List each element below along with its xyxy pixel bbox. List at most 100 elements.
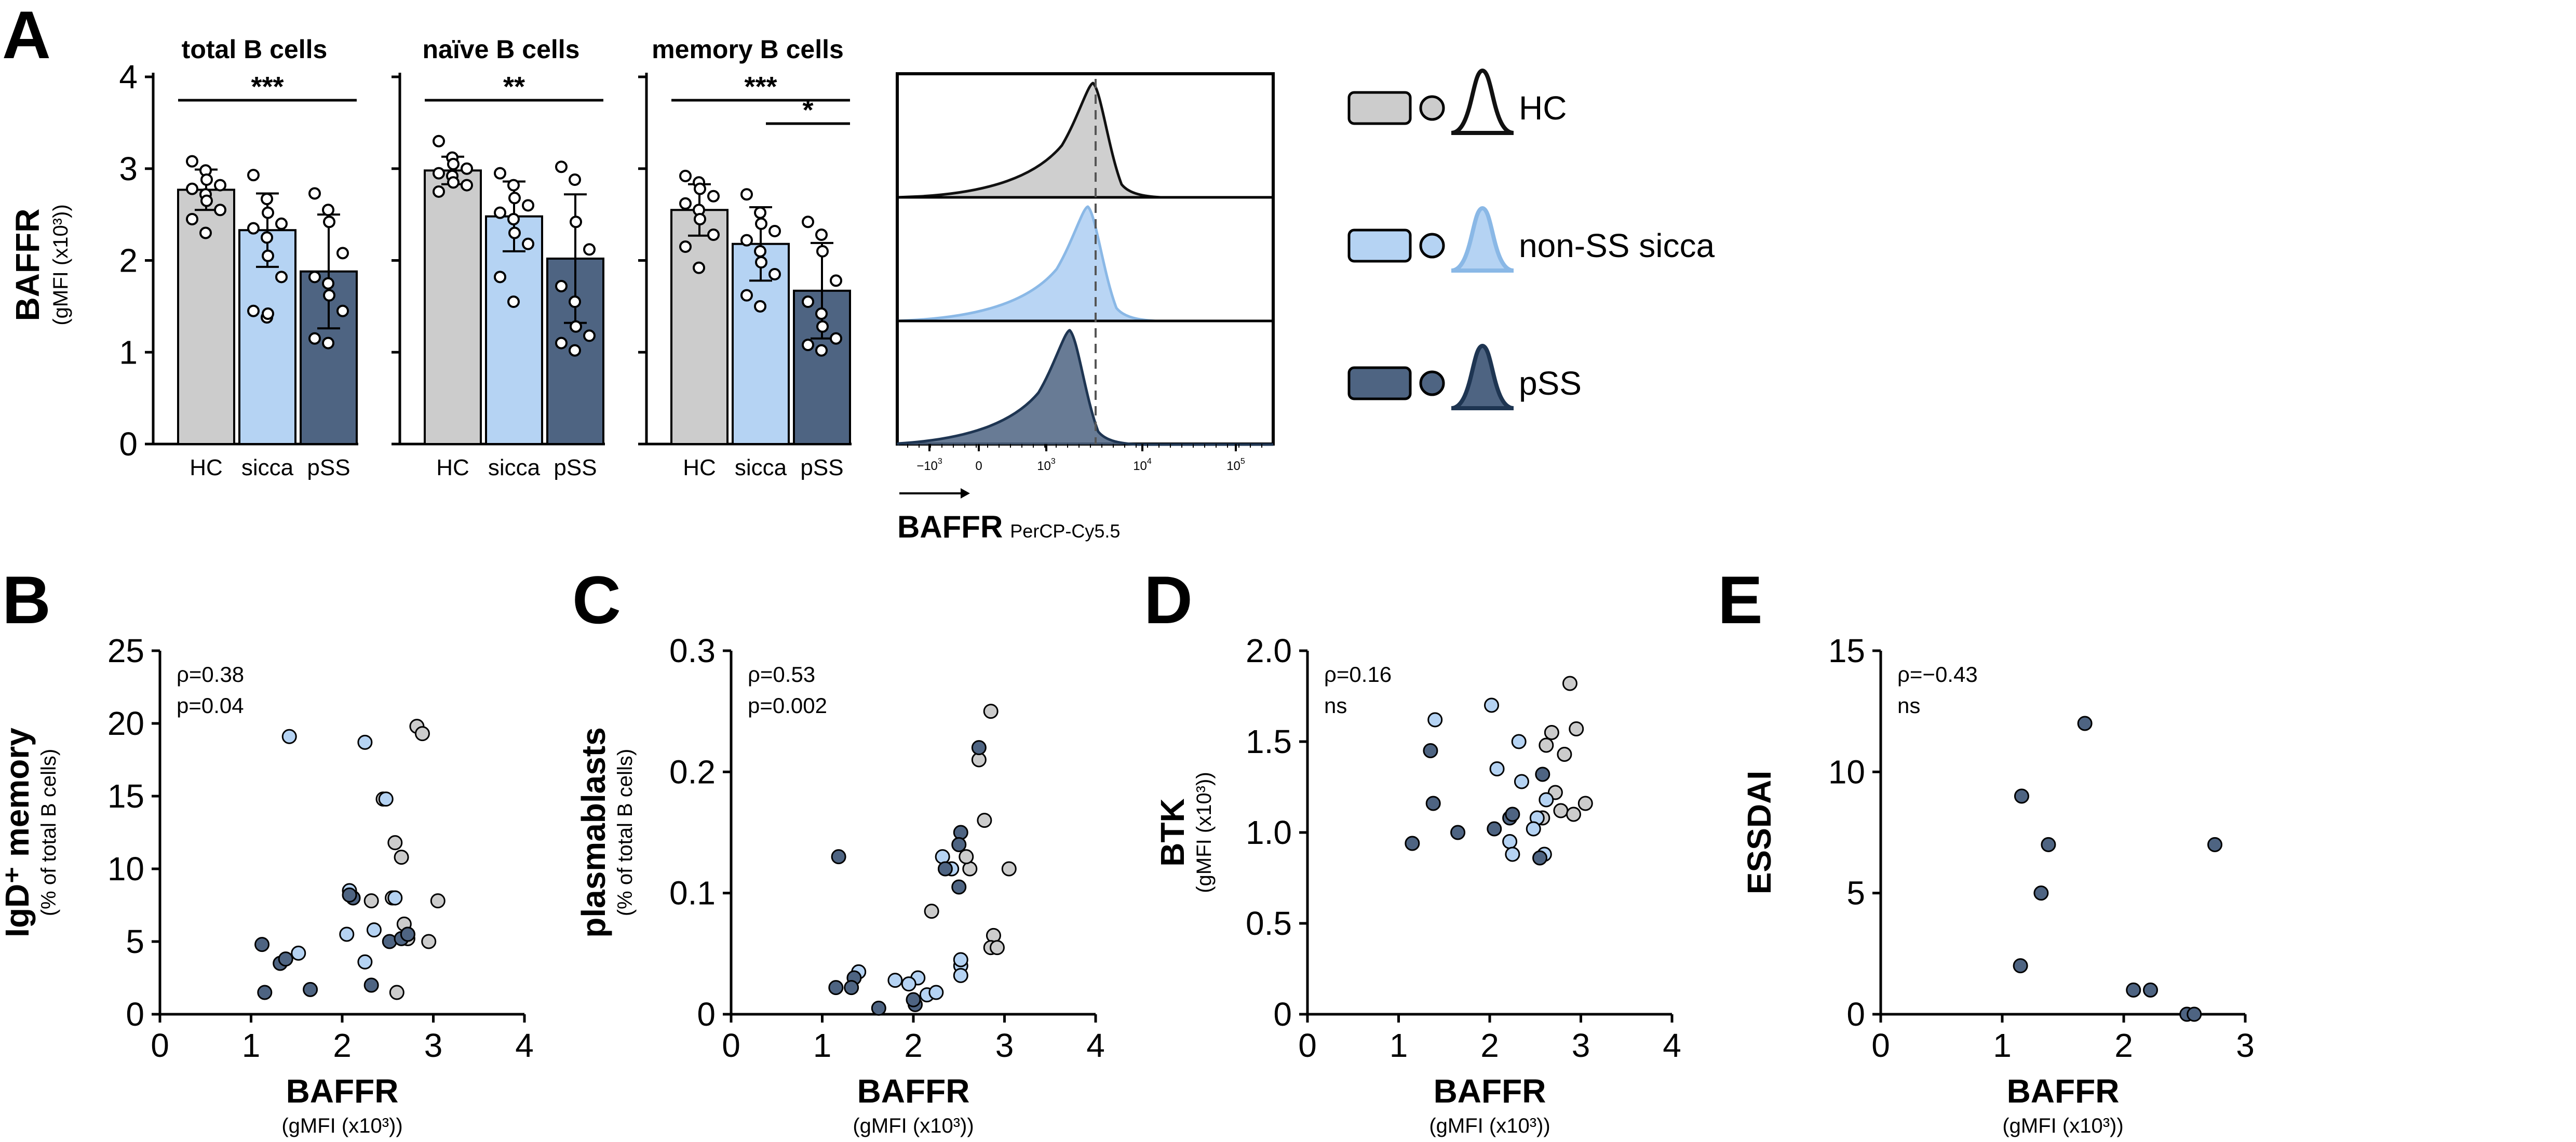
y-tick-label: 5 xyxy=(126,923,144,960)
y-tick-label: 0 xyxy=(119,425,138,463)
x-axis-sublabel: (gMFI (x10³)) xyxy=(1429,1114,1550,1137)
data-point xyxy=(461,162,473,175)
panel-a-histogram: −103 0 103 104 105 BAFFR PerCP-Cy5.5 xyxy=(896,72,1275,544)
legend-curve-sicca xyxy=(1451,206,1514,273)
data-point xyxy=(262,307,274,320)
point-hc xyxy=(989,940,1005,956)
y-axis-label: ESSDAI xyxy=(1741,771,1778,894)
point-pss xyxy=(303,982,318,997)
data-point xyxy=(322,337,334,350)
point-hc xyxy=(1544,725,1559,740)
x-tick-label: sicca xyxy=(241,455,294,480)
x-tick-label: HC xyxy=(436,455,469,480)
data-point xyxy=(815,229,828,241)
point-pss xyxy=(2142,982,2158,998)
y-tick-label: 25 xyxy=(107,632,144,669)
data-point xyxy=(802,295,814,308)
y-tick-label: 15 xyxy=(107,777,144,815)
significance-label: ** xyxy=(503,71,525,102)
data-point xyxy=(214,204,226,217)
x-tick-label: 104 xyxy=(1133,457,1152,473)
data-point xyxy=(693,261,705,274)
data-point xyxy=(447,176,460,189)
panel-a-ylabel: BAFFR xyxy=(9,209,46,321)
point-hc xyxy=(1539,737,1554,753)
data-point xyxy=(816,320,829,333)
panel-b-scatter: 0 1 2 3 4 0 5 10 15 20 25 ρ=0.38 p=0.04 BAFFR (gMFI (x… xyxy=(0,632,534,1137)
data-point xyxy=(186,155,198,168)
subplot-title: total B cells xyxy=(182,35,328,64)
point-pss xyxy=(254,937,270,952)
data-point xyxy=(262,206,274,219)
point-sicca xyxy=(1514,774,1529,789)
data-point xyxy=(322,277,334,290)
point-pss xyxy=(342,887,357,903)
x-tick-label: 4 xyxy=(1086,1027,1105,1064)
y-tick-label: 5 xyxy=(1846,875,1865,912)
point-pss xyxy=(1532,850,1548,866)
data-point xyxy=(494,206,506,219)
x-tick-label: 103 xyxy=(1037,457,1056,473)
data-point xyxy=(199,226,212,239)
bar-hc xyxy=(424,169,482,446)
x-axis-sublabel: (gMFI (x10³)) xyxy=(2002,1114,2123,1137)
data-point xyxy=(308,271,321,284)
subplot-title: naïve B cells xyxy=(423,35,580,64)
legend-swatch-sicca xyxy=(1347,229,1412,263)
stat-rho: ρ=0.16 xyxy=(1324,662,1392,687)
legend-dot-hc xyxy=(1419,95,1445,121)
x-tick-label: 105 xyxy=(1226,457,1245,473)
x-tick-label: HC xyxy=(190,455,223,480)
data-point xyxy=(247,169,260,182)
tick-exponent: 3 xyxy=(1051,457,1056,466)
legend-dot-sicca xyxy=(1419,233,1445,259)
bar-sicca xyxy=(238,229,296,445)
y-tick-label: 0.3 xyxy=(669,632,716,669)
x-tick-label: −103 xyxy=(916,457,942,473)
data-point xyxy=(816,245,829,258)
data-point xyxy=(336,247,349,260)
x-tick-label: 3 xyxy=(995,1027,1014,1064)
data-point xyxy=(583,243,596,256)
data-point xyxy=(694,182,706,195)
y-tick-label: 20 xyxy=(107,705,144,742)
data-point xyxy=(755,256,767,269)
point-pss xyxy=(400,926,415,942)
data-point xyxy=(802,216,814,229)
data-point xyxy=(323,289,335,302)
y-axis-label: BTK xyxy=(1154,798,1191,867)
x-axis-sublabel: (gMFI (x10³)) xyxy=(281,1114,402,1137)
stat-rho: ρ=−0.43 xyxy=(1897,662,1978,687)
data-point xyxy=(522,199,534,212)
x-tick-label: 0 xyxy=(722,1027,740,1064)
data-point xyxy=(569,173,581,186)
point-pss xyxy=(2041,837,2056,852)
data-point xyxy=(275,271,288,284)
point-pss xyxy=(1505,807,1520,822)
panel-letter-e: E xyxy=(1718,562,1763,638)
data-point xyxy=(200,194,213,207)
point-pss xyxy=(2033,885,2049,901)
stat-rho: ρ=0.53 xyxy=(748,662,815,687)
x-tick-label: 1 xyxy=(242,1027,261,1064)
stat-p: p=0.04 xyxy=(177,693,244,718)
x-tick-label: 4 xyxy=(1663,1027,1681,1064)
y-tick-label: 2.0 xyxy=(1246,632,1292,669)
data-point xyxy=(740,234,753,247)
panel-letter-d: D xyxy=(1144,562,1193,638)
x-tick-label: 0 xyxy=(151,1027,169,1064)
data-point xyxy=(707,229,720,241)
panel-a-ylabel-sub: (gMFI (x10³)) xyxy=(49,204,72,325)
point-hc xyxy=(1557,747,1572,762)
x-tick-label: sicca xyxy=(488,455,541,480)
point-sicca xyxy=(1526,821,1541,837)
data-point xyxy=(569,344,581,357)
point-hc xyxy=(1569,721,1584,736)
point-pss xyxy=(871,1000,886,1016)
point-pss xyxy=(1425,796,1441,811)
point-sicca xyxy=(953,968,968,983)
y-tick-label: 0.5 xyxy=(1246,905,1292,942)
histogram-xlabel-sub: PerCP-Cy5.5 xyxy=(1010,520,1120,542)
point-pss xyxy=(2077,716,2093,731)
y-tick-label: 1 xyxy=(119,333,138,371)
